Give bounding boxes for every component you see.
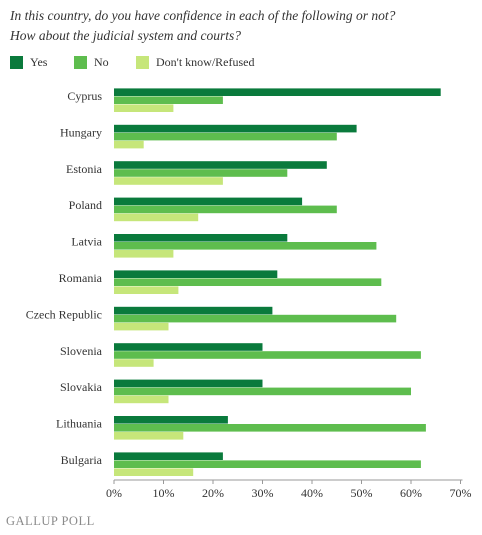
x-tick-label: 40% [301,486,323,500]
bar-estonia-don-t-know-refused [114,177,223,185]
bar-latvia-yes [114,234,288,242]
chart-subtitle: How about the judicial system and courts… [10,28,241,43]
bar-slovenia-yes [114,343,263,351]
legend-swatch-dont-know [136,56,149,69]
bar-estonia-no [114,169,288,177]
x-tick-label: 20% [202,486,224,500]
bar-hungary-don-t-know-refused [114,140,144,149]
bar-romania-no [114,278,382,286]
category-label-czech-republic: Czech Republic [26,307,102,321]
category-label-cyprus: Cyprus [67,89,102,103]
bar-latvia-no [114,242,377,250]
bar-cyprus-yes [114,88,441,96]
bar-romania-yes [114,270,278,278]
x-tick-label: 0% [106,486,122,500]
bar-lithuania-yes [114,416,228,424]
bar-bulgaria-no [114,460,421,468]
bar-poland-yes [114,197,303,206]
category-label-romania: Romania [59,271,103,285]
category-label-lithuania: Lithuania [56,417,103,431]
legend-swatch-no [74,56,87,69]
bar-czech-republic-yes [114,306,273,315]
bar-slovenia-don-t-know-refused [114,359,154,367]
bar-lithuania-no [114,424,426,432]
bar-poland-don-t-know-refused [114,213,199,222]
bar-estonia-yes [114,161,327,169]
chart-title-block: In this country, do you have confidence … [10,6,480,46]
x-tick-label: 60% [400,486,422,500]
bar-czech-republic-no [114,314,397,323]
category-label-slovakia: Slovakia [60,380,103,394]
bar-cyprus-no [114,96,223,104]
bar-bulgaria-don-t-know-refused [114,468,194,476]
legend-swatch-yes [10,56,23,69]
legend-label-dont-know: Don't know/Refused [156,55,255,69]
bar-slovakia-don-t-know-refused [114,395,169,404]
bar-slovenia-no [114,351,421,359]
category-label-bulgaria: Bulgaria [61,453,103,467]
chart-title: In this country, do you have confidence … [10,8,396,23]
bar-romania-don-t-know-refused [114,286,179,294]
bar-czech-republic-don-t-know-refused [114,322,169,331]
bar-poland-no [114,205,337,214]
category-label-latvia: Latvia [71,235,102,249]
bar-bulgaria-yes [114,452,223,460]
bar-hungary-yes [114,124,357,133]
x-tick-label: 70% [450,486,472,500]
bar-hungary-no [114,132,337,141]
gallup-poll-logo: GALLUP POLL [6,514,95,528]
legend-label-yes: Yes [30,55,48,69]
legend-label-no: No [94,55,109,69]
category-label-estonia: Estonia [66,162,103,176]
bar-slovakia-yes [114,379,263,388]
bar-slovakia-no [114,387,411,396]
x-tick-label: 10% [153,486,175,500]
category-label-poland: Poland [69,198,102,212]
category-label-hungary: Hungary [60,125,102,139]
category-label-slovenia: Slovenia [60,344,103,358]
bar-lithuania-don-t-know-refused [114,432,184,440]
x-tick-label: 30% [252,486,274,500]
bar-cyprus-don-t-know-refused [114,104,174,112]
bar-latvia-don-t-know-refused [114,250,174,258]
x-tick-label: 50% [351,486,373,500]
